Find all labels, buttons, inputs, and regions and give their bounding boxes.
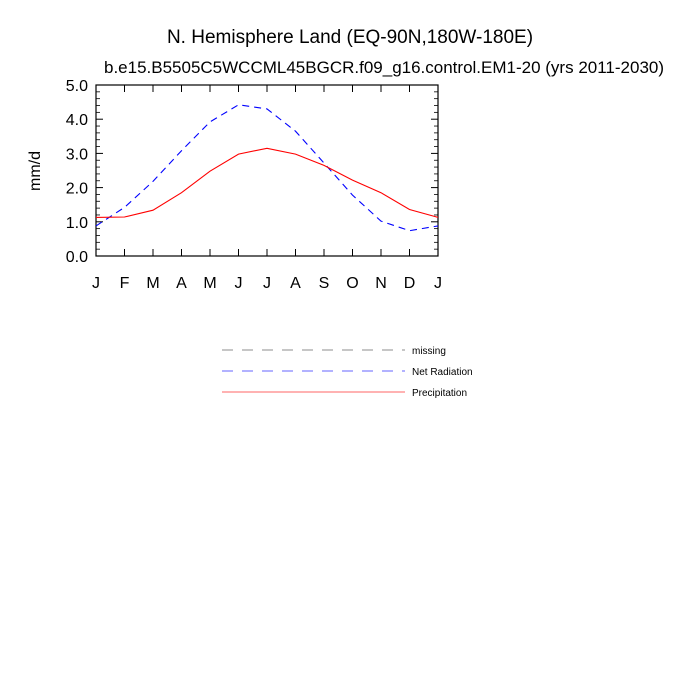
x-tick-label: A	[290, 275, 301, 292]
x-tick-label: M	[146, 275, 159, 292]
legend: missing Net Radiation Precipitation	[222, 346, 473, 399]
legend-label-missing: missing	[412, 346, 446, 357]
x-tick-label: J	[263, 275, 271, 292]
plot-frame	[95, 84, 439, 257]
y-axis-label: mm/d	[27, 151, 44, 191]
legend-label-net-radiation: Net Radiation	[412, 367, 473, 378]
series-line-net-radiation	[95, 104, 439, 232]
y-tick-label: 3.0	[66, 146, 88, 163]
chart-subtitle: b.e15.B5505C5WCCML45BGCR.f09_g16.control…	[104, 58, 664, 77]
y-tick-label: 0.0	[66, 249, 88, 266]
series-line-precipitation	[95, 147, 439, 218]
y-tick-label: 4.0	[66, 112, 88, 129]
x-tick-label: S	[319, 275, 330, 292]
x-tick-label: A	[176, 275, 187, 292]
x-tick-label: J	[434, 275, 442, 292]
plot-area: 0.01.02.03.04.05.0J F M A M J J A S O N D J	[66, 78, 442, 292]
x-tick-label: O	[346, 275, 358, 292]
legend-label-precipitation: Precipitation	[412, 388, 467, 399]
x-tick-label: J	[92, 275, 100, 292]
chart-title: N. Hemisphere Land (EQ-90N,180W-180E)	[167, 27, 533, 48]
x-tick-label: N	[375, 275, 387, 292]
y-tick-label: 5.0	[66, 78, 88, 95]
x-tick-label: D	[404, 275, 416, 292]
y-tick-label: 1.0	[66, 215, 88, 232]
x-tick-label: J	[235, 275, 243, 292]
y-tick-label: 2.0	[66, 181, 88, 198]
x-tick-label: M	[203, 275, 216, 292]
x-tick-label: F	[120, 275, 130, 292]
